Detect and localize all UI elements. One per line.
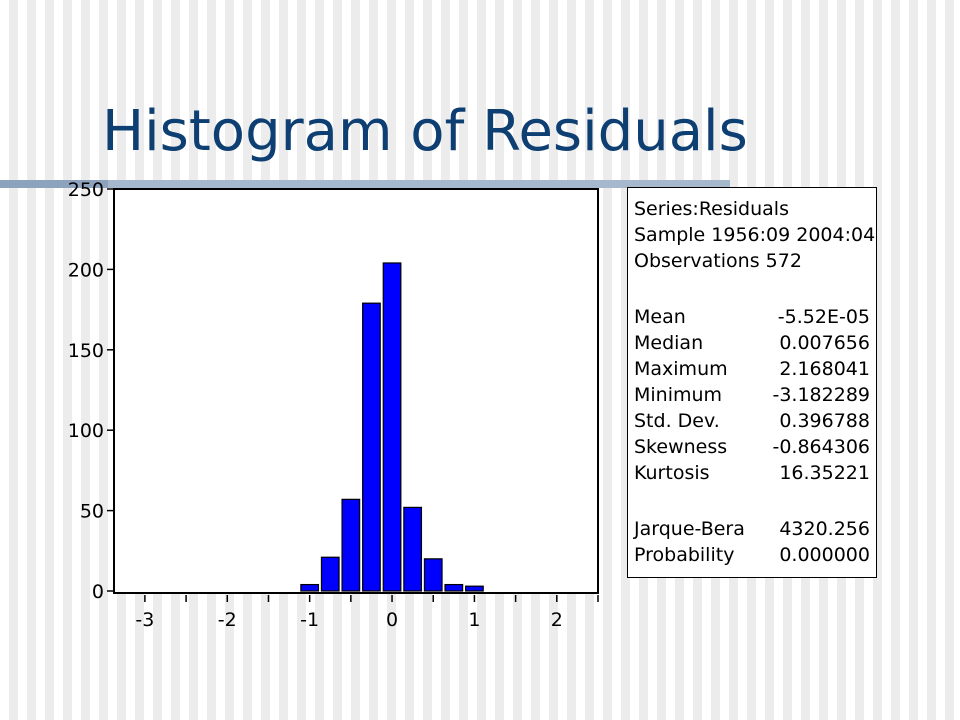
histogram-bar [341,498,361,592]
stat-label: Jarque-Bera [634,518,745,540]
histogram-bar [382,262,402,592]
sample-label: Sample 1956:09 2004:04 [634,224,876,246]
stat-label: Mean [634,306,686,328]
y-tick-label: 100 [68,420,104,442]
y-tick-label: 0 [92,581,104,603]
stat-label: Maximum [634,358,728,380]
stat-row-jarque-bera: Jarque-Bera 4320.256 [634,517,870,541]
stat-row-probability: Probability 0.000000 [634,543,870,567]
x-axis: -3 -2 -1 0 1 2 [135,595,599,631]
stat-label: Minimum [634,384,723,406]
y-tick-label: 50 [80,501,104,523]
observations-label: Observations 572 [634,250,802,272]
stat-row-minimum: Minimum -3.182289 [634,383,870,407]
stat-value: 0.000000 [779,544,870,566]
histogram-bar [423,558,443,592]
stat-value: 0.396788 [779,410,870,432]
stat-row-maximum: Maximum 2.168041 [634,357,870,381]
series-label: Series:Residuals [634,198,789,220]
stat-row-skewness: Skewness -0.864306 [634,435,870,459]
stat-value: -0.864306 [772,436,870,458]
stat-value: 2.168041 [779,358,870,380]
y-tick-label: 200 [68,259,104,281]
stat-value: 16.35221 [779,462,870,484]
histogram-bar [444,583,464,592]
histogram-bar [403,506,423,592]
title-rule-left [0,180,108,188]
y-tick-label: 250 [68,179,104,201]
x-tick-label: -3 [135,609,154,631]
x-tick-label: -2 [218,609,237,631]
histogram-bar [300,583,320,592]
stat-row-mean: Mean -5.52E-05 [634,305,870,329]
y-tick-label: 150 [68,340,104,362]
stat-row-median: Median 0.007656 [634,331,870,355]
title-rule [108,180,730,188]
stat-value: -5.52E-05 [777,306,870,328]
histogram-bar [362,302,381,592]
stat-label: Kurtosis [634,462,710,484]
y-axis: 0 50 100 150 200 250 [68,179,114,603]
stat-label: Probability [634,544,735,566]
stat-label: Std. Dev. [634,410,720,432]
stat-label: Median [634,332,704,354]
slide-title: Histogram of Residuals [102,99,748,164]
stat-label: Skewness [634,436,728,458]
stat-row-std-dev: Std. Dev. 0.396788 [634,409,870,433]
statistics-panel: Series:Residuals Sample 1956:09 2004:04 … [627,187,877,578]
x-tick-label: 2 [551,609,563,631]
histogram-bar [465,585,484,592]
x-tick-label: 0 [386,609,398,631]
bars [300,262,484,592]
stat-value: -3.182289 [772,384,870,406]
x-tick-label: 1 [468,609,480,631]
x-tick-label: -1 [300,609,319,631]
histogram-bar [320,556,340,592]
stat-value: 0.007656 [779,332,870,354]
stat-value: 4320.256 [779,518,870,540]
stat-row-kurtosis: Kurtosis 16.35221 [634,461,870,485]
